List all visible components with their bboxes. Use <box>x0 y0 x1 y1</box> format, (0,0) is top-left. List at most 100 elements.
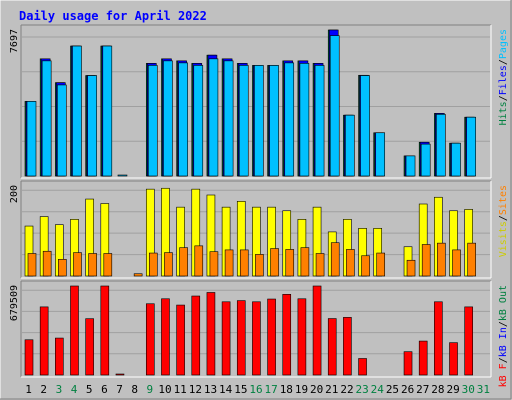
bar-kb-f <box>191 295 201 376</box>
x-axis-day-labels: 1 2 3 4 5 6 7 8 9 10 11 12 13 14 15 16 17 18 19 20 21 22 23 24 2… <box>25 383 490 396</box>
bar-sites <box>361 255 370 277</box>
day-label: 8 <box>131 383 138 396</box>
legend-entry: Pages <box>498 29 509 59</box>
bar-kb-f <box>115 373 125 376</box>
series-sites <box>27 242 476 277</box>
legend-entry: kB Out <box>498 285 509 321</box>
bar-pages <box>57 84 67 177</box>
bar-sites <box>194 245 204 277</box>
bar-sites <box>270 248 279 277</box>
legend-entry: / <box>498 321 509 327</box>
day-label: 23 <box>356 383 369 396</box>
bar-pages <box>375 132 386 177</box>
bar-pages <box>223 60 234 177</box>
bar-pages <box>345 114 355 177</box>
bar-sites <box>330 242 340 277</box>
bar-sites <box>285 249 295 277</box>
legend-entry: kB In <box>498 327 509 357</box>
bar-pages <box>436 114 446 177</box>
bar-sites <box>406 259 416 277</box>
bar-pages <box>420 143 431 177</box>
bar-sites <box>421 244 431 277</box>
bar-pages <box>284 62 295 177</box>
bar-kb-f <box>24 339 34 376</box>
bar-kb-f <box>464 306 473 376</box>
bar-pages <box>72 45 82 177</box>
legend-entry: / <box>498 59 509 65</box>
legend-entry: / <box>498 357 509 363</box>
bar-kb-f <box>418 340 428 376</box>
chart-panels: 7697Hits/Files/Pages200Visits/Sites67950… <box>9 24 509 387</box>
bar-sites <box>164 252 173 277</box>
bar-pages <box>299 63 310 177</box>
bar-pages <box>329 35 340 177</box>
bar-sites <box>467 242 476 277</box>
bar-kb-f <box>403 351 413 376</box>
bar-pages <box>314 65 325 177</box>
bar-kb-f <box>327 318 337 376</box>
bar-kb-f <box>206 292 216 376</box>
bar-pages <box>269 65 279 177</box>
day-label: 24 <box>371 383 385 396</box>
day-label: 14 <box>219 383 233 396</box>
legend-entry: Hits <box>498 101 509 125</box>
bar-kb-f <box>236 300 246 376</box>
bar-pages <box>193 65 204 177</box>
legend-entry: Sites <box>498 185 509 215</box>
bar-kb-f <box>267 298 276 376</box>
panel-legend: Visits/Sites <box>498 185 509 257</box>
day-label: 10 <box>158 383 171 396</box>
bar-sites <box>376 252 386 277</box>
bar-kb-f <box>343 317 352 376</box>
day-label: 28 <box>431 383 444 396</box>
bar-sites <box>452 249 461 277</box>
bar-pages <box>208 58 219 177</box>
series-kb-f <box>24 285 473 376</box>
bar-kb-f <box>70 285 79 376</box>
day-label: 5 <box>86 383 93 396</box>
series-pages <box>26 35 476 177</box>
bar-kb-f <box>145 303 155 376</box>
bar-kb-f <box>252 301 261 376</box>
day-label: 27 <box>416 383 429 396</box>
bar-kb-f <box>176 304 185 376</box>
legend-entry: / <box>498 95 509 101</box>
day-label: 6 <box>101 383 108 396</box>
day-label: 16 <box>249 383 262 396</box>
bar-kb-f <box>221 301 231 376</box>
day-label: 7 <box>116 383 123 396</box>
bar-sites <box>73 252 82 277</box>
bar-kb-f <box>85 318 94 376</box>
bar-sites <box>103 253 113 277</box>
day-label: 12 <box>189 383 202 396</box>
bar-sites <box>300 247 310 277</box>
bar-sites <box>58 259 67 277</box>
bar-sites <box>27 253 37 277</box>
bar-pages <box>87 75 97 177</box>
panel-max-label: 200 <box>9 185 20 203</box>
bar-sites <box>88 253 97 277</box>
bar-kb-f <box>39 306 49 376</box>
day-label: 19 <box>295 383 308 396</box>
day-label: 15 <box>234 383 247 396</box>
day-label: 20 <box>310 383 323 396</box>
bar-pages <box>102 45 113 177</box>
bar-sites <box>179 247 188 277</box>
bar-pages <box>360 75 370 177</box>
bar-sites <box>148 252 158 277</box>
bar-pages <box>117 174 128 177</box>
day-label: 25 <box>386 383 399 396</box>
bar-pages <box>254 65 264 177</box>
bar-pages <box>178 62 188 177</box>
bar-sites <box>133 273 143 277</box>
bar-sites <box>42 250 52 277</box>
bar-pages <box>451 142 461 177</box>
day-label: 21 <box>325 383 338 396</box>
bar-pages <box>26 101 37 177</box>
bar-sites <box>437 242 446 277</box>
bar-pages <box>163 60 173 177</box>
bar-pages <box>41 60 52 177</box>
day-label: 1 <box>25 383 32 396</box>
